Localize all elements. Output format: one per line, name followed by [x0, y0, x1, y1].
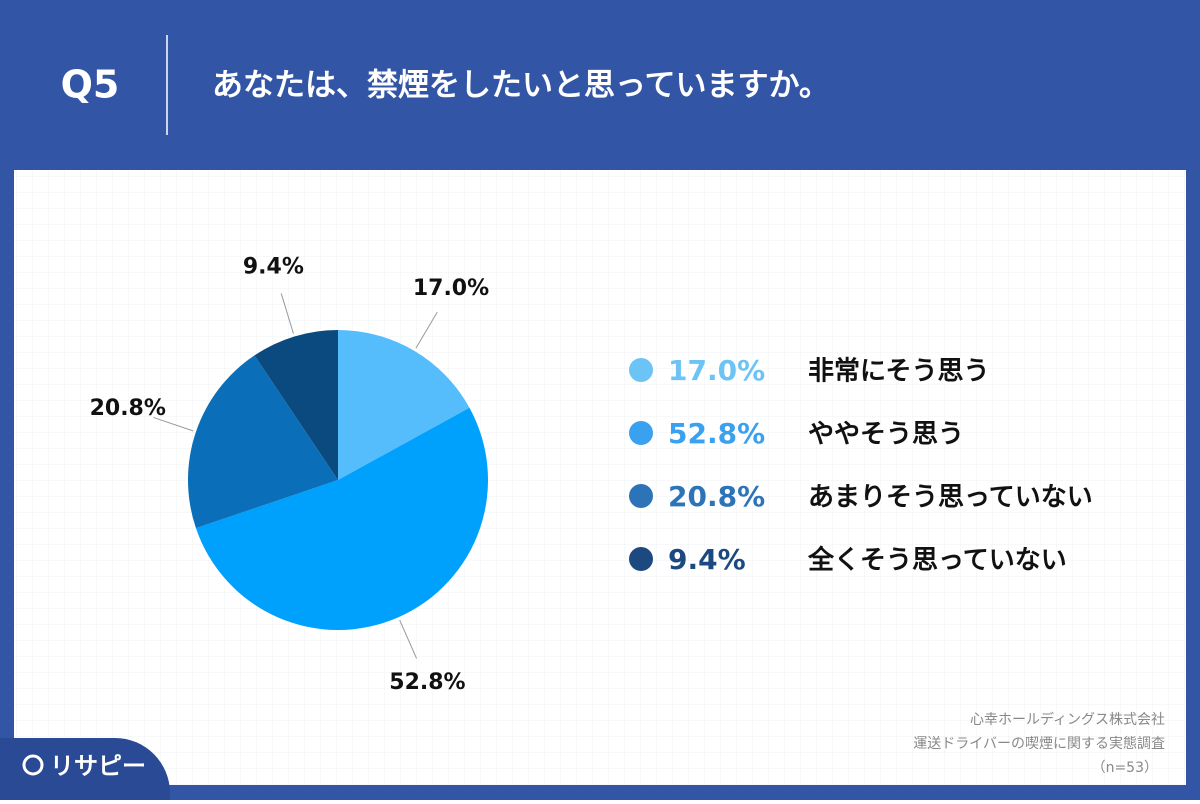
question-number: Q5	[61, 63, 120, 107]
leader-line	[280, 293, 294, 334]
legend-marker	[629, 484, 653, 508]
legend-label: ややそう思う	[808, 420, 964, 450]
pie-slice	[195, 407, 489, 630]
legend-marker	[629, 358, 653, 382]
data-label: 20.8%	[90, 396, 166, 421]
source-sample: （n=53）	[1092, 760, 1158, 776]
legend-marker	[629, 547, 653, 571]
data-label: 17.0%	[413, 276, 489, 301]
source-company: 心幸ホールディングス株式会社	[970, 711, 1165, 728]
logo-badge	[0, 738, 170, 800]
legend-label: 全くそう思っていない	[807, 545, 1067, 576]
pie-slice	[254, 330, 338, 480]
legend-value: 9.4%	[668, 543, 746, 576]
leader-line	[153, 416, 194, 432]
legend-marker	[629, 421, 653, 445]
leader-line	[399, 619, 418, 659]
leader-line	[415, 311, 438, 349]
legend-value: 20.8%	[668, 480, 765, 513]
legend-label: あまりそう思っていない	[808, 483, 1093, 513]
pie-slice	[338, 330, 470, 480]
legend-label: 非常にそう思う	[808, 357, 989, 387]
question-text: あなたは、禁煙をしたいと思っていますか。	[212, 68, 830, 104]
legend-value: 17.0%	[668, 354, 765, 387]
source-survey: 運送ドライバーの喫煙に関する実態調査	[913, 736, 1165, 752]
pie-slice	[188, 355, 338, 529]
legend-value: 52.8%	[668, 417, 765, 450]
data-label: 52.8%	[389, 670, 465, 695]
logo-icon	[22, 754, 44, 776]
data-label: 9.4%	[243, 255, 304, 280]
logo-text: リサピー	[50, 752, 146, 780]
